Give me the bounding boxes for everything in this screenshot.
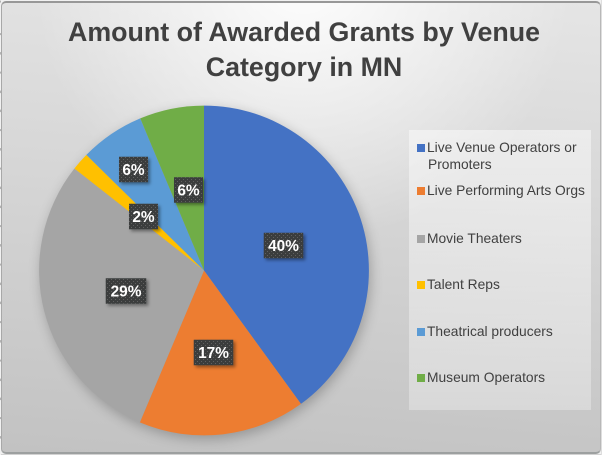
svg-text:6%: 6% xyxy=(122,162,145,179)
svg-text:17%: 17% xyxy=(198,345,229,362)
svg-text:6%: 6% xyxy=(177,182,200,199)
svg-text:40%: 40% xyxy=(268,238,299,255)
svg-text:2%: 2% xyxy=(132,209,155,226)
svg-text:29%: 29% xyxy=(111,283,142,300)
